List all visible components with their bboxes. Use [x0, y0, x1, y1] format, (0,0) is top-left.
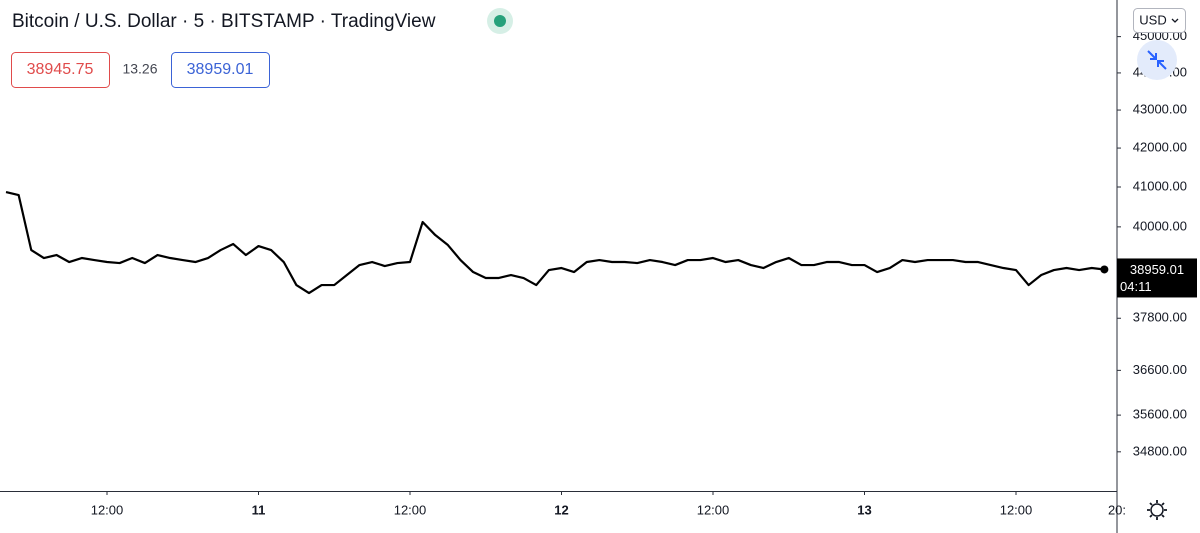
collapse-icon [1147, 50, 1167, 70]
y-tick-label: 35600.00 [1133, 407, 1187, 422]
x-tick-label: 12:00 [394, 502, 427, 517]
x-tick-label: 12 [554, 502, 568, 517]
bid-box[interactable] [11, 52, 110, 88]
ask-price[interactable]: 38959.01 [187, 61, 254, 78]
y-tick-label: 36600.00 [1133, 362, 1187, 377]
x-tick-label: 12:00 [1000, 502, 1033, 517]
last-price-label: 38959.01 [1130, 262, 1184, 277]
chart-title: Bitcoin / U.S. Dollar · 5 · BITSTAMP · T… [12, 11, 436, 32]
settings-button[interactable] [1147, 500, 1167, 520]
y-tick-label: 37800.00 [1133, 310, 1187, 325]
currency-button[interactable] [1133, 8, 1186, 33]
x-tick-label: 13 [857, 502, 871, 517]
spread: 13.26 [122, 61, 157, 77]
plot [5, 190, 1109, 295]
x-tick-label: 12:00 [697, 502, 730, 517]
x-tick-label: 20: [1108, 502, 1126, 517]
ask-box[interactable] [171, 52, 270, 88]
last-price-dot [1100, 265, 1109, 274]
x-tick-label: 11 [252, 502, 266, 517]
overlay: 38959.01 04:11 [1117, 258, 1197, 298]
gear-teeth [1147, 500, 1167, 520]
countdown: 04:11 [1120, 279, 1152, 294]
y-tick-label: 41000.00 [1133, 178, 1187, 193]
gear-ring [1150, 503, 1164, 517]
y-tick-label: 42000.00 [1133, 140, 1187, 155]
price-line [5, 190, 1105, 295]
collapse-button[interactable] [1137, 40, 1177, 80]
currency-label[interactable]: USD [1139, 12, 1166, 27]
y-tick-label: 34800.00 [1133, 443, 1187, 458]
y-tick-label: 40000.00 [1133, 218, 1187, 233]
status-dot [494, 15, 506, 27]
bid-price[interactable]: 38945.75 [27, 61, 94, 78]
dropdown-caret [1171, 18, 1179, 23]
last-price-box [1117, 258, 1197, 298]
y-tick-label: 43000.00 [1133, 101, 1187, 116]
x-tick-label: 12:00 [91, 502, 124, 517]
